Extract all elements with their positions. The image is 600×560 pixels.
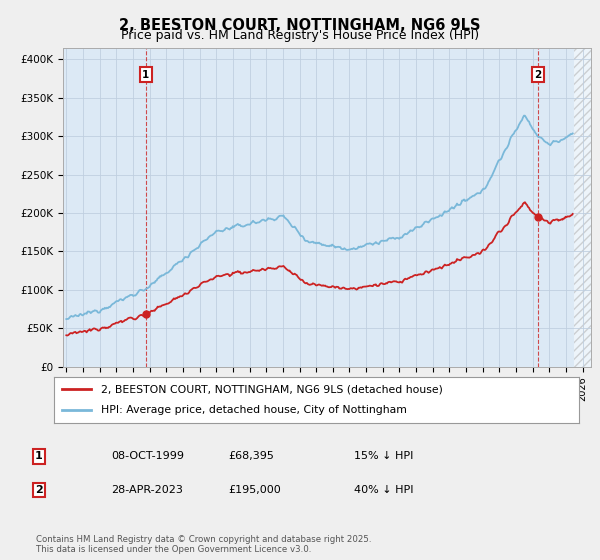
Text: 2: 2 [35,485,43,495]
Text: £68,395: £68,395 [228,451,274,461]
Text: 08-OCT-1999: 08-OCT-1999 [111,451,184,461]
Text: 2, BEESTON COURT, NOTTINGHAM, NG6 9LS (detached house): 2, BEESTON COURT, NOTTINGHAM, NG6 9LS (d… [101,384,443,394]
Text: Contains HM Land Registry data © Crown copyright and database right 2025.
This d: Contains HM Land Registry data © Crown c… [36,535,371,554]
Text: 15% ↓ HPI: 15% ↓ HPI [354,451,413,461]
Text: 2: 2 [535,69,542,80]
Text: HPI: Average price, detached house, City of Nottingham: HPI: Average price, detached house, City… [101,405,407,416]
Text: Price paid vs. HM Land Registry's House Price Index (HPI): Price paid vs. HM Land Registry's House … [121,29,479,42]
Text: 40% ↓ HPI: 40% ↓ HPI [354,485,413,495]
Text: 1: 1 [35,451,43,461]
Text: £195,000: £195,000 [228,485,281,495]
Bar [574,48,600,367]
Text: 28-APR-2023: 28-APR-2023 [111,485,183,495]
Text: 2, BEESTON COURT, NOTTINGHAM, NG6 9LS: 2, BEESTON COURT, NOTTINGHAM, NG6 9LS [119,18,481,33]
Text: 1: 1 [142,69,149,80]
